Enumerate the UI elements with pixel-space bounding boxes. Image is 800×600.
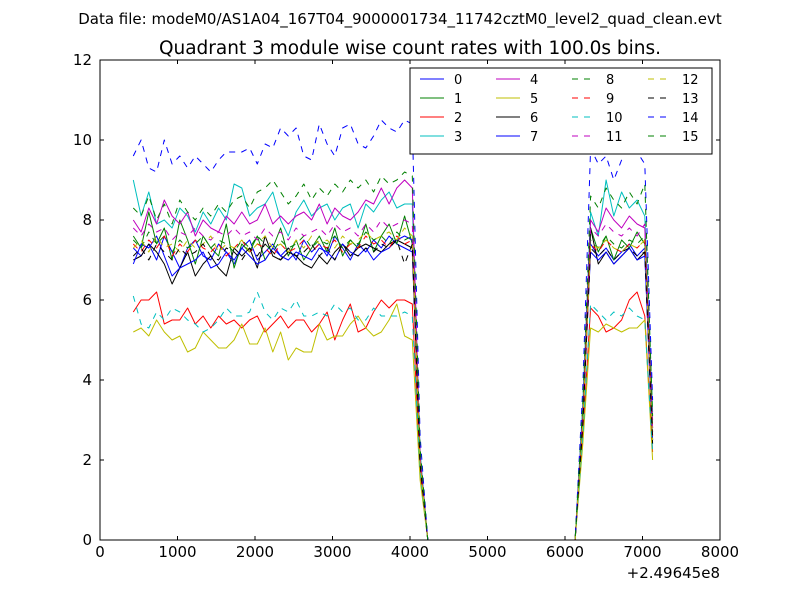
data-file-suptitle: Data file: modeM0/AS1A04_167T04_90000017… <box>78 10 722 29</box>
legend-label-4: 4 <box>530 73 538 88</box>
y-tick-label: 4 <box>82 371 92 389</box>
series-line-12 <box>132 227 654 541</box>
x-tick-label: 6000 <box>546 543 584 561</box>
series-line-2 <box>132 291 654 541</box>
y-tick-label: 10 <box>73 131 92 149</box>
x-tick-label: 7000 <box>623 543 661 561</box>
legend-label-10: 10 <box>606 111 623 126</box>
tick-layer: 0 1000 2000 3000 4000 5000 6000 7000 80000246810… <box>73 51 739 561</box>
x-tick-label: 0 <box>95 543 105 561</box>
legend-label-9: 9 <box>606 92 614 107</box>
y-tick-label: 6 <box>82 291 92 309</box>
series-line-5 <box>133 303 654 541</box>
legend-label-0: 0 <box>454 73 462 88</box>
legend-label-12: 12 <box>682 73 699 88</box>
legend-label-3: 3 <box>454 130 462 145</box>
series-line-0 <box>132 235 654 541</box>
series-line-11 <box>132 219 654 541</box>
y-tick-label: 8 <box>82 211 92 229</box>
legend-label-15: 15 <box>682 130 699 145</box>
series-line-8 <box>132 231 654 541</box>
x-tick-label: 2000 <box>236 543 274 561</box>
series-line-7 <box>132 235 654 541</box>
x-tick-label: 4000 <box>391 543 429 561</box>
chart-title: Quadrant 3 module wise count rates with … <box>159 38 661 59</box>
series-line-6 <box>133 227 654 541</box>
legend-label-6: 6 <box>530 111 538 126</box>
y-tick-label: 0 <box>82 531 92 549</box>
series-line-15 <box>132 171 654 541</box>
legend-box <box>409 67 713 155</box>
series-line-13 <box>132 239 654 541</box>
series-line-1 <box>132 211 654 541</box>
legend-label-5: 5 <box>530 92 538 107</box>
x-tick-label: 3000 <box>313 543 351 561</box>
series-layer <box>132 119 654 541</box>
legend-label-11: 11 <box>606 130 623 145</box>
x-tick-label: 8000 <box>701 543 739 561</box>
x-tick-label: 5000 <box>468 543 506 561</box>
legend-label-1: 1 <box>454 92 462 107</box>
legend-label-13: 13 <box>682 92 699 107</box>
y-tick-label: 2 <box>82 451 92 469</box>
legend-label-2: 2 <box>454 111 462 126</box>
series-line-10 <box>132 291 654 541</box>
series-line-14 <box>132 119 654 541</box>
legend-label-7: 7 <box>530 130 538 145</box>
y-tick-label: 12 <box>73 51 92 69</box>
legend-label-8: 8 <box>606 73 614 88</box>
series-line-9 <box>132 235 654 541</box>
legend-label-14: 14 <box>682 111 699 126</box>
x-tick-label: 1000 <box>158 543 196 561</box>
x-offset-label: +2.49645e8 <box>627 564 720 582</box>
